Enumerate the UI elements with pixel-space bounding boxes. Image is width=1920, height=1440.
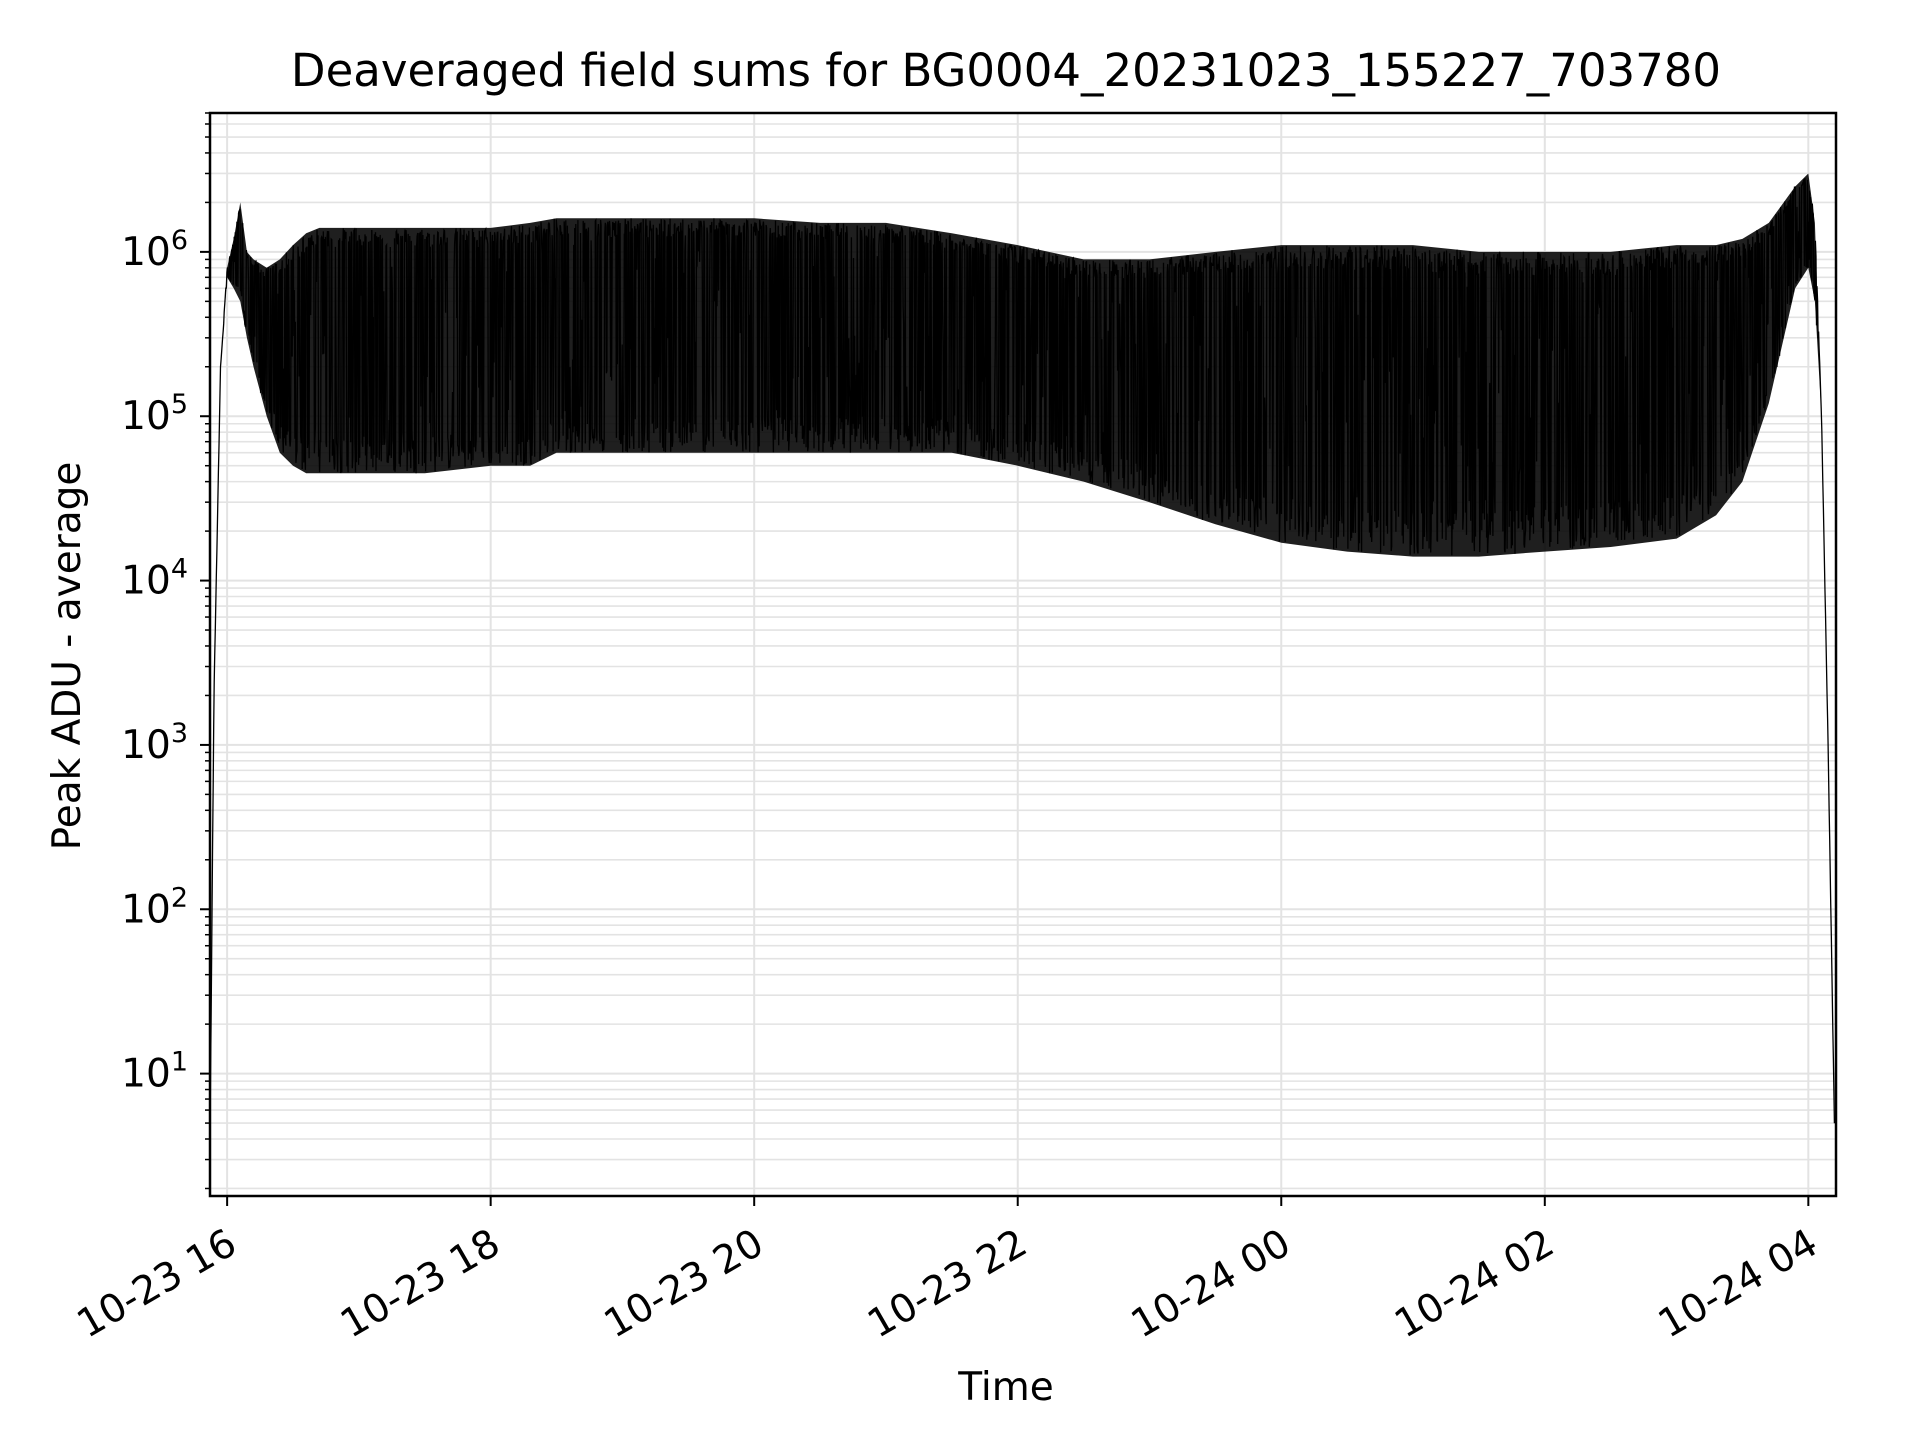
y-tick-label: 104 [121, 554, 188, 604]
x-axis-label: Time [957, 1365, 1053, 1410]
chart-title: Deaveraged field sums for BG0004_2023102… [291, 44, 1721, 97]
y-tick-label: 105 [121, 389, 188, 439]
series-line [209, 178, 1836, 1140]
y-tick-label: 106 [121, 225, 188, 275]
plot-frame [208, 111, 1838, 1198]
y-tick-label: 103 [121, 718, 188, 768]
y-axis: 101 102 103 104 105 106 [121, 112, 210, 1190]
y-tick-label: 102 [121, 882, 188, 932]
y-tick-label: 101 [121, 1047, 188, 1097]
y-axis-label: Peak ADU - average [45, 462, 90, 851]
